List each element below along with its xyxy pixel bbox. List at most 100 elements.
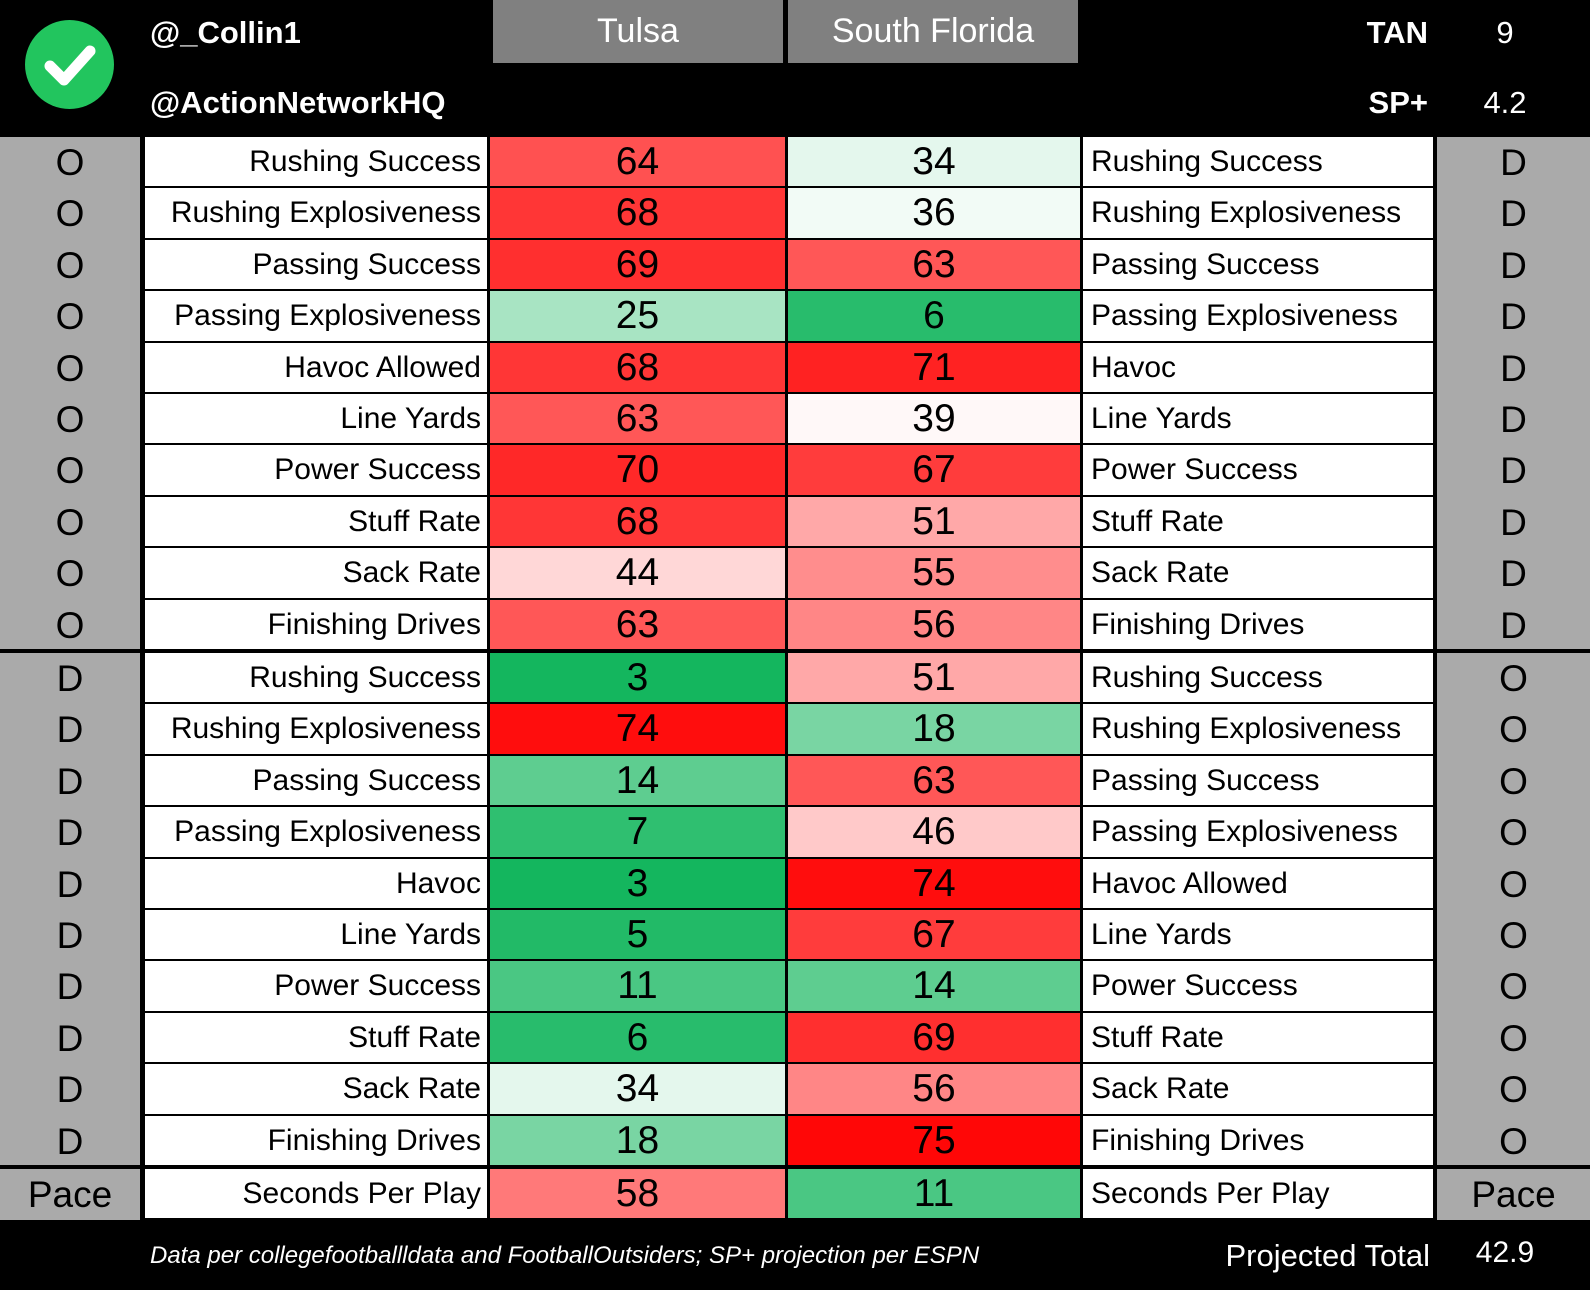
value-cell-left: 68 — [490, 188, 785, 238]
row-label-left: Sack Rate — [145, 548, 487, 598]
side-marker-right: O — [1437, 1013, 1590, 1064]
row-label-left: Rushing Explosiveness — [145, 188, 487, 238]
side-marker-left: O — [0, 291, 140, 343]
footer-source: Data per collegefootballldata and Footba… — [150, 1242, 980, 1269]
row-label-left: Stuff Rate — [145, 497, 487, 546]
side-marker-left: O — [0, 600, 140, 651]
value-cell-right: 71 — [788, 343, 1080, 392]
tan-value: 9 — [1496, 15, 1514, 50]
row-label-right: Stuff Rate — [1083, 1013, 1433, 1062]
value-cell-right: 11 — [788, 1169, 1080, 1218]
tan-label: TAN — [1366, 15, 1428, 50]
row-label-right: Passing Explosiveness — [1083, 807, 1433, 857]
side-marker-left: O — [0, 240, 140, 291]
row-label-right: Seconds Per Play — [1083, 1169, 1433, 1218]
side-marker-right: D — [1437, 497, 1590, 548]
side-marker-left: D — [0, 807, 140, 859]
row-label-right: Passing Success — [1083, 756, 1433, 805]
row-label-left: Passing Explosiveness — [145, 807, 487, 857]
side-marker-right: D — [1437, 137, 1590, 188]
value-cell-right: 56 — [788, 1064, 1080, 1114]
section-divider — [0, 649, 1590, 653]
side-marker-right: O — [1437, 653, 1590, 704]
value-cell-right: 75 — [788, 1116, 1080, 1165]
side-marker-left: D — [0, 1116, 140, 1167]
row-label-left: Stuff Rate — [145, 1013, 487, 1062]
row-label-right: Sack Rate — [1083, 1064, 1433, 1114]
row-label-left: Rushing Explosiveness — [145, 704, 487, 754]
row-label-right: Line Yards — [1083, 394, 1433, 443]
side-marker-right: O — [1437, 1064, 1590, 1116]
check-icon — [25, 20, 114, 109]
value-cell-right: 34 — [788, 137, 1080, 186]
handle-primary: @_Collin1 — [150, 15, 301, 50]
side-marker-left: O — [0, 394, 140, 445]
side-marker-left: D — [0, 756, 140, 807]
side-marker-right: O — [1437, 961, 1590, 1013]
value-cell-left: 7 — [490, 807, 785, 857]
side-marker-right: D — [1437, 188, 1590, 240]
value-cell-right: 36 — [788, 188, 1080, 238]
row-label-right: Rushing Success — [1083, 653, 1433, 702]
row-label-left: Seconds Per Play — [145, 1169, 487, 1218]
projected-total-value: 42.9 — [1475, 1236, 1535, 1269]
side-marker-right: O — [1437, 910, 1590, 961]
value-cell-left: 58 — [490, 1169, 785, 1218]
value-cell-left: 14 — [490, 756, 785, 805]
side-marker-left: D — [0, 1013, 140, 1064]
row-label-left: Havoc — [145, 859, 487, 908]
side-marker-left: D — [0, 653, 140, 704]
side-marker-left: Pace — [0, 1169, 140, 1220]
side-marker-right: D — [1437, 600, 1590, 651]
side-marker-right: D — [1437, 394, 1590, 445]
side-marker-right: Pace — [1437, 1169, 1590, 1220]
row-label-right: Rushing Success — [1083, 137, 1433, 186]
value-cell-right: 67 — [788, 910, 1080, 959]
row-label-left: Line Yards — [145, 910, 487, 959]
value-cell-right: 14 — [788, 961, 1080, 1011]
row-label-left: Rushing Success — [145, 137, 487, 186]
row-label-left: Finishing Drives — [145, 600, 487, 649]
sp-value: 4.2 — [1483, 85, 1527, 120]
value-cell-right: 63 — [788, 756, 1080, 805]
row-label-right: Finishing Drives — [1083, 600, 1433, 649]
side-marker-right: O — [1437, 859, 1590, 910]
value-cell-right: 6 — [788, 291, 1080, 341]
side-marker-left: O — [0, 137, 140, 188]
value-cell-left: 64 — [490, 137, 785, 186]
value-cell-right: 46 — [788, 807, 1080, 857]
side-marker-left: O — [0, 497, 140, 548]
side-marker-right: D — [1437, 291, 1590, 343]
row-label-left: Passing Success — [145, 240, 487, 289]
side-marker-left: D — [0, 961, 140, 1013]
value-cell-left: 74 — [490, 704, 785, 754]
team-header-right: South Florida — [788, 0, 1078, 63]
side-marker-left: D — [0, 910, 140, 961]
value-cell-left: 5 — [490, 910, 785, 959]
value-cell-right: 69 — [788, 1013, 1080, 1062]
section-divider — [0, 1165, 1590, 1169]
value-cell-left: 11 — [490, 961, 785, 1011]
value-cell-left: 63 — [490, 600, 785, 649]
row-label-left: Finishing Drives — [145, 1116, 487, 1165]
side-marker-right: O — [1437, 1116, 1590, 1167]
value-cell-right: 67 — [788, 445, 1080, 495]
value-cell-left: 68 — [490, 497, 785, 546]
row-label-right: Havoc Allowed — [1083, 859, 1433, 908]
row-label-right: Passing Success — [1083, 240, 1433, 289]
side-marker-right: O — [1437, 756, 1590, 807]
row-label-left: Line Yards — [145, 394, 487, 443]
side-marker-left: O — [0, 548, 140, 600]
value-cell-left: 69 — [490, 240, 785, 289]
side-marker-left: D — [0, 704, 140, 756]
value-cell-right: 51 — [788, 653, 1080, 702]
row-label-right: Finishing Drives — [1083, 1116, 1433, 1165]
side-marker-right: O — [1437, 807, 1590, 859]
value-cell-left: 6 — [490, 1013, 785, 1062]
value-cell-left: 25 — [490, 291, 785, 341]
value-cell-right: 39 — [788, 394, 1080, 443]
side-marker-right: D — [1437, 343, 1590, 394]
value-cell-left: 34 — [490, 1064, 785, 1114]
